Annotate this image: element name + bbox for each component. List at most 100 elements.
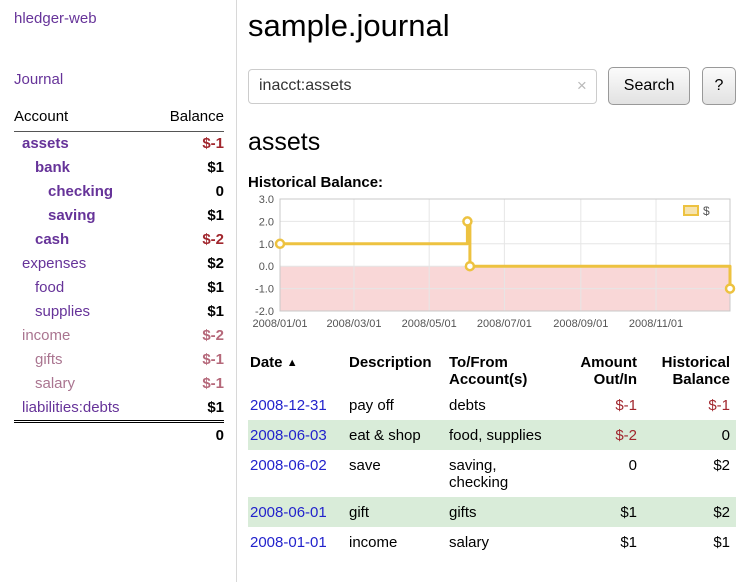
account-balance: $1: [207, 207, 224, 224]
svg-text:2008/01/01: 2008/01/01: [252, 318, 307, 330]
transaction-row: 2008-06-02 save saving, checking 0 $2: [248, 450, 736, 497]
account-row: gifts $-1: [14, 348, 224, 372]
svg-text:$: $: [703, 204, 710, 218]
transaction-accounts: salary: [449, 534, 490, 551]
account-link[interactable]: assets: [22, 135, 69, 152]
account-balance: $1: [207, 303, 224, 320]
transaction-amount: $-1: [615, 397, 637, 414]
sidebar-item-journal[interactable]: Journal: [14, 71, 64, 88]
svg-text:2008/09/01: 2008/09/01: [553, 318, 608, 330]
account-row: liabilities:debts $1: [14, 396, 224, 422]
transaction-description: gift: [349, 504, 370, 521]
chart-title: Historical Balance:: [248, 174, 384, 191]
account-row: saving $1: [14, 204, 224, 228]
transaction-date-link[interactable]: 2008-01-01: [250, 534, 327, 551]
balance-chart: 3.0 2.0 1.0 0.0 -1.0 -2.0 2008/01/01 2008/03/01…: [248, 194, 736, 342]
account-balance: $-2: [202, 231, 224, 248]
account-heading: assets: [248, 128, 321, 156]
svg-text:1.0: 1.0: [259, 239, 274, 251]
svg-text:2008/03/01: 2008/03/01: [326, 318, 381, 330]
account-link[interactable]: salary: [35, 375, 76, 392]
register-header-row: Date ▲ Description To/From Account(s) Am…: [248, 352, 736, 390]
search-form: × Search ?: [248, 67, 736, 105]
account-row: assets $-1: [14, 132, 224, 157]
svg-text:2008/05/01: 2008/05/01: [402, 318, 457, 330]
transaction-amount: 0: [628, 457, 637, 474]
transaction-description: save: [349, 457, 381, 474]
account-tree-body: assets $-1 bank $1: [14, 132, 224, 422]
account-link[interactable]: checking: [48, 183, 114, 200]
account-balance: $2: [207, 255, 224, 272]
account-link[interactable]: food: [35, 279, 65, 296]
search-button[interactable]: Search: [607, 67, 690, 105]
transaction-accounts: debts: [449, 397, 486, 414]
help-button[interactable]: ?: [702, 67, 736, 105]
account-balance: $1: [207, 399, 224, 416]
account-balance: $1: [207, 159, 224, 176]
transaction-date-link[interactable]: 2008-06-03: [250, 427, 327, 444]
search-box: ×: [248, 68, 597, 104]
account-column-header: Account: [14, 104, 153, 132]
account-link[interactable]: cash: [35, 231, 70, 248]
account-link[interactable]: liabilities:debts: [22, 399, 120, 416]
register-header-balance: Historical Balance: [661, 354, 730, 388]
transaction-row: 2008-12-31 pay off debts $-1 $-1: [248, 390, 736, 420]
main-content: sample.journal × Search ? assets Histori…: [238, 0, 742, 582]
account-balance: $-1: [202, 351, 224, 368]
account-balance: 0: [215, 183, 224, 200]
svg-text:3.0: 3.0: [259, 195, 274, 206]
account-balance: $-1: [202, 375, 224, 392]
account-row: supplies $1: [14, 300, 224, 324]
brand-link[interactable]: hledger-web: [14, 10, 97, 27]
transaction-description: pay off: [349, 397, 394, 414]
account-row: bank $1: [14, 156, 224, 180]
account-row: income $-2: [14, 324, 224, 348]
account-link[interactable]: supplies: [35, 303, 91, 320]
account-link[interactable]: saving: [48, 207, 96, 224]
account-link[interactable]: gifts: [35, 351, 63, 368]
search-input[interactable]: [248, 68, 597, 104]
balance-column-header: Balance: [152, 104, 224, 132]
transaction-accounts: saving, checking: [449, 457, 509, 491]
transaction-description: eat & shop: [349, 427, 421, 444]
account-row: checking 0: [14, 180, 224, 204]
clear-search-icon[interactable]: ×: [576, 75, 587, 95]
transaction-date-link[interactable]: 2008-12-31: [250, 397, 327, 414]
transaction-row: 2008-01-01 income salary $1 $1: [248, 527, 736, 557]
transaction-balance: 0: [721, 427, 730, 444]
account-balance: $-1: [202, 135, 224, 152]
account-link[interactable]: income: [22, 327, 71, 344]
transaction-description: income: [349, 534, 398, 551]
register-header-account: To/From Account(s): [449, 354, 528, 388]
accounts-total: 0: [215, 427, 224, 444]
transaction-date-link[interactable]: 2008-06-01: [250, 504, 327, 521]
register-header-description: Description: [349, 354, 432, 371]
register-header-date[interactable]: Date ▲: [248, 352, 343, 390]
register-table: Date ▲ Description To/From Account(s) Am…: [248, 352, 736, 557]
account-balance: $1: [207, 279, 224, 296]
svg-text:-1.0: -1.0: [255, 284, 274, 296]
account-link[interactable]: bank: [35, 159, 71, 176]
account-row: cash $-2: [14, 228, 224, 252]
account-tree-table: Account Balance assets $-1 bank: [14, 104, 224, 448]
register-body: 2008-12-31 pay off debts $-1 $-1 2008-06…: [248, 390, 736, 557]
transaction-amount: $-2: [615, 427, 637, 444]
date-header-label: Date: [250, 354, 283, 371]
account-row: expenses $2: [14, 252, 224, 276]
transaction-balance: $2: [713, 504, 730, 521]
transaction-balance: $2: [713, 457, 730, 474]
transaction-accounts: food, supplies: [449, 427, 542, 444]
account-tree-header-row: Account Balance: [14, 104, 224, 132]
svg-text:2008/07/01: 2008/07/01: [477, 318, 532, 330]
transaction-amount: $1: [620, 534, 637, 551]
transaction-date-link[interactable]: 2008-06-02: [250, 457, 327, 474]
svg-text:0.0: 0.0: [259, 261, 274, 273]
account-link[interactable]: expenses: [22, 255, 87, 272]
account-balance: $-2: [202, 327, 224, 344]
sort-ascending-icon: ▲: [286, 357, 298, 369]
register-header-amount: Amount Out/In: [580, 354, 637, 388]
transaction-balance: $1: [713, 534, 730, 551]
transaction-row: 2008-06-01 gift gifts $1 $2: [248, 497, 736, 527]
transaction-accounts: gifts: [449, 504, 477, 521]
